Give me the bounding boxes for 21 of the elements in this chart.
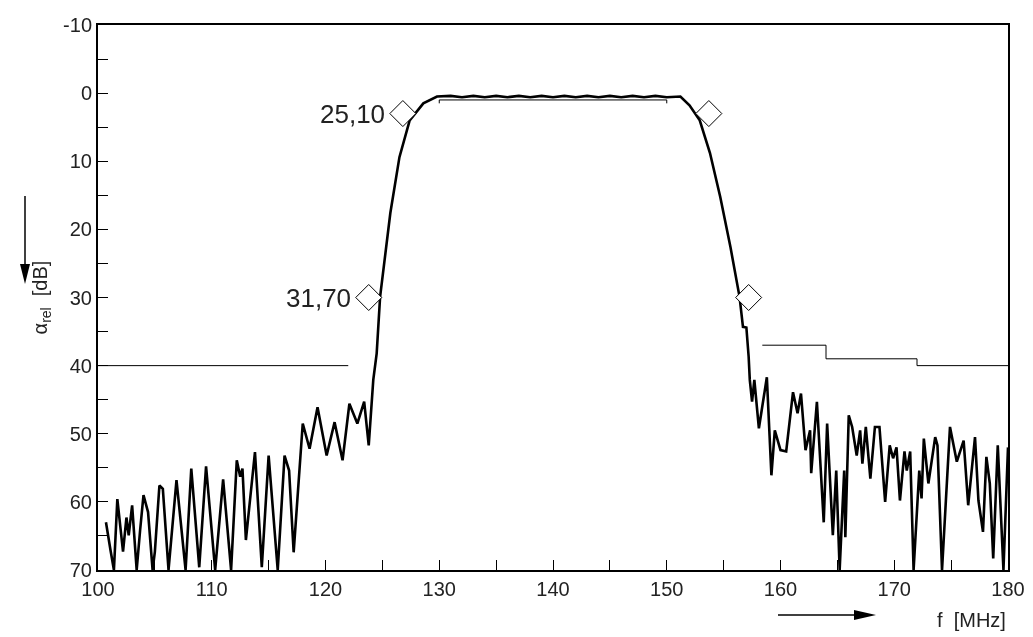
y-tick-label: 10 <box>69 150 92 173</box>
y-tick-label: 60 <box>69 490 92 513</box>
x-tick-label: 180 <box>991 578 1025 600</box>
annotation: 31,70 <box>286 283 352 313</box>
x-tick-label: 120 <box>308 578 343 600</box>
annotation: 25,10 <box>320 99 386 129</box>
x-tick-label: 160 <box>763 578 798 600</box>
x-tick-label: 110 <box>195 578 228 600</box>
x-tick-label: 170 <box>877 578 911 600</box>
y-tick-label: 30 <box>69 286 92 309</box>
y-tick-label: 70 <box>69 559 92 581</box>
y-tick-label: 40 <box>69 354 92 377</box>
y-tick-label: 20 <box>69 218 92 241</box>
x-tick-label: 140 <box>536 578 570 600</box>
x-tick-label: 130 <box>422 578 456 600</box>
y-tick-label: -10 <box>63 14 92 36</box>
x-axis-title: f [MHz] <box>937 609 1006 631</box>
x-tick-label: 150 <box>650 578 684 600</box>
y-tick-label: 0 <box>80 82 92 105</box>
y-tick-label: 50 <box>69 422 92 445</box>
x-tick-label: 100 <box>81 578 115 600</box>
